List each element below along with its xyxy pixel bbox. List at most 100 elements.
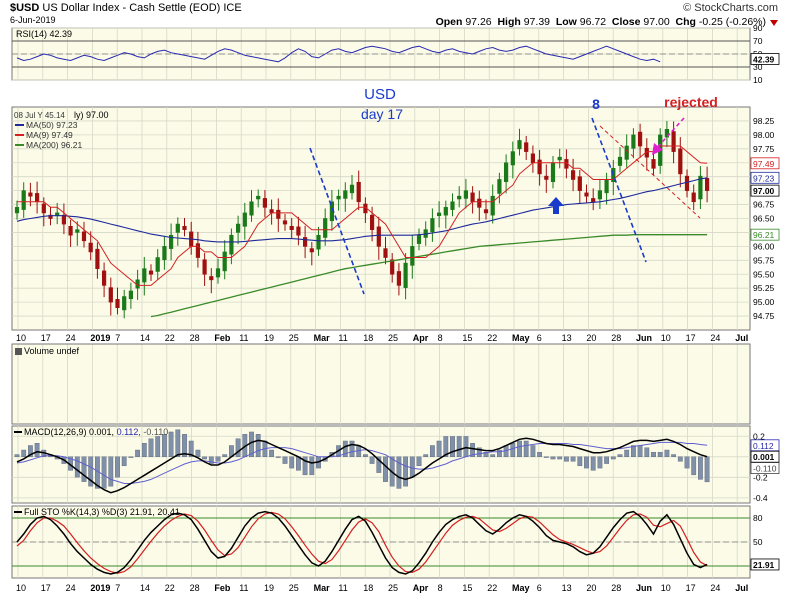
macd-histogram-bar	[617, 454, 623, 457]
price-candle	[651, 159, 656, 169]
price-candle	[215, 268, 221, 278]
price-legend-label: MA(200) 96.21	[26, 140, 82, 150]
price-candle	[182, 226, 187, 230]
price-candle	[396, 271, 402, 286]
macd-histogram-bar	[255, 434, 261, 458]
price-candle	[604, 179, 609, 194]
stockcharts-logo[interactable]: © StockCharts.com	[683, 2, 778, 14]
price-candle	[309, 248, 314, 253]
price-candle	[75, 229, 80, 233]
price-candle	[483, 209, 489, 214]
macd-0.001-tag-label: 0.001	[753, 452, 775, 462]
sto-x-axis-label: 22	[487, 583, 497, 593]
macd-histogram-bar	[677, 456, 683, 462]
macd-histogram-bar	[28, 445, 33, 457]
price-candle	[664, 129, 669, 138]
macd-histogram-bar	[624, 449, 630, 457]
macd-histogram-bar	[175, 429, 181, 458]
sto-x-axis-label: 18	[363, 583, 373, 593]
macd-histogram-bar	[610, 456, 616, 460]
macd-histogram-bar	[81, 456, 87, 482]
price-x-axis-label: Apr	[413, 333, 429, 343]
high-value: 97.39	[523, 16, 550, 28]
chg-down-triangle-icon	[770, 20, 778, 26]
price-candle	[148, 270, 154, 275]
annotation-rejected: rejected	[664, 94, 718, 110]
macd-histogram-bar	[470, 443, 475, 457]
annotation-cycle-number: 8	[592, 96, 600, 112]
price-x-axis-label: Jul	[735, 333, 748, 343]
sto-tick-label: 50	[753, 537, 763, 547]
sto-x-axis-label: 7	[115, 583, 120, 593]
price-97.23-tag	[750, 171, 780, 184]
macd-histogram-bar	[557, 456, 563, 460]
macd-histogram-bar	[537, 452, 543, 457]
price-candle	[242, 212, 247, 227]
rsi-tick-label: 10	[753, 75, 763, 85]
price-x-axis-label: 18	[363, 333, 373, 343]
price-candle	[142, 268, 147, 283]
price-candle	[249, 201, 254, 216]
macd-histogram-bar	[550, 456, 556, 460]
price-x-axis-label: 28	[190, 333, 200, 343]
sto-x-axis-label: Jun	[636, 583, 652, 593]
price-candle	[503, 162, 509, 183]
macd-histogram-bar	[349, 440, 355, 457]
price-candle	[202, 259, 207, 275]
price-candle	[390, 259, 395, 275]
macd-histogram-bar	[155, 436, 161, 457]
macd-histogram-bar	[168, 431, 174, 458]
sto-x-axis-label: 11	[338, 583, 347, 593]
macd-histogram-bar	[510, 443, 516, 457]
price-97.49-tag-label: 97.49	[753, 159, 775, 169]
macd-line	[16, 437, 708, 494]
volume-legend-swatch	[15, 348, 22, 355]
price-candle	[530, 153, 535, 164]
macd-histogram-bar	[161, 434, 167, 458]
macd-histogram-bar	[644, 447, 650, 457]
symbol: $USD	[10, 2, 40, 14]
sto-x-axis-label: Mar	[314, 583, 331, 593]
sto-x-axis-label: 13	[562, 583, 572, 593]
price-tick-label: 96.75	[753, 200, 775, 210]
price-candle	[14, 207, 20, 214]
macd-histogram-bar	[202, 456, 207, 460]
rsi-tick-label: 30	[753, 62, 763, 72]
macd-histogram-bar	[34, 443, 40, 457]
macd-histogram-bar	[128, 456, 134, 458]
price-candle	[21, 190, 26, 210]
price-candle	[443, 207, 448, 216]
macd-histogram-bar	[208, 456, 214, 464]
price-legend-label: MA(9) 97.49	[26, 130, 73, 140]
price-candle	[463, 190, 469, 199]
macd-histogram-bar	[135, 449, 140, 457]
rsi-tick-label: 70	[753, 36, 763, 46]
macd-histogram-bar	[309, 456, 315, 476]
macd-histogram-bar	[450, 436, 455, 457]
sto-x-axis-label: May	[512, 583, 530, 593]
rsi-title: RSI(14) 42.39	[16, 29, 72, 39]
price-x-axis-label: 24	[710, 333, 720, 343]
price-candle	[95, 248, 100, 269]
price-candle	[296, 226, 301, 236]
sto-x-axis-label: 28	[190, 583, 200, 593]
high-label: High	[497, 16, 521, 28]
macd-histogram-bar	[651, 452, 656, 457]
price-candle	[222, 251, 227, 272]
price-x-axis-label: 28	[611, 333, 621, 343]
price-candle	[34, 193, 40, 203]
price-candle	[490, 195, 495, 216]
macd-histogram-bar	[476, 447, 482, 457]
rsi-line	[16, 45, 661, 63]
macd-legend-value: 0.112,	[117, 427, 144, 437]
price-candle	[282, 220, 288, 225]
price-x-axis-label: 13	[562, 333, 572, 343]
macd-histogram-bar	[383, 456, 388, 482]
price-candle	[557, 156, 562, 161]
close-label: Close	[611, 16, 641, 28]
price-candle	[698, 175, 703, 200]
price-x-axis-label: 17	[686, 333, 696, 343]
macd-legend-value: -0.110	[143, 427, 168, 437]
sto-k-line	[16, 510, 708, 575]
